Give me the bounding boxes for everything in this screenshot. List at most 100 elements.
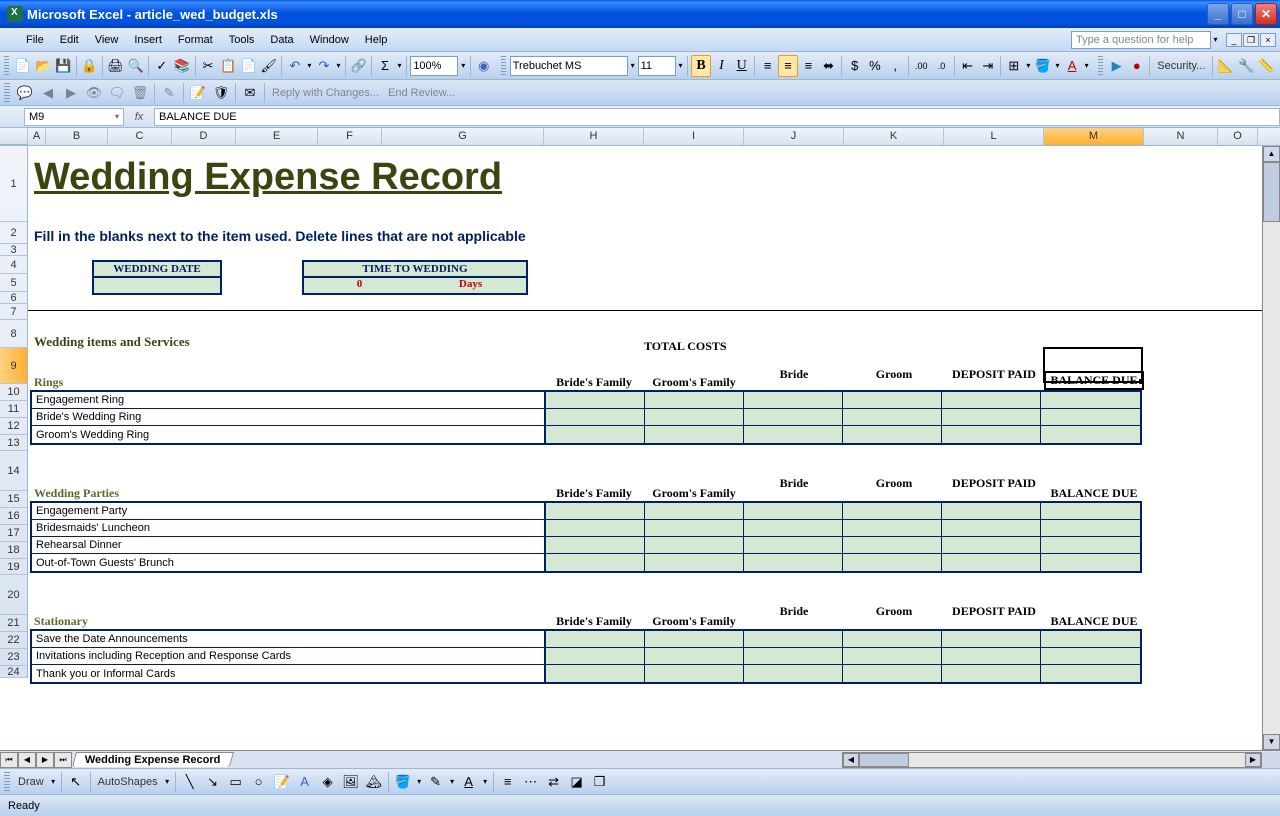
vscroll-thumb[interactable] xyxy=(1263,162,1280,222)
col-header-G[interactable]: G xyxy=(382,128,544,145)
fill-color-icon-2[interactable]: 🪣 xyxy=(392,771,414,793)
col-header-M[interactable]: M xyxy=(1044,128,1144,145)
font-combo[interactable] xyxy=(510,56,628,76)
protect-icon[interactable]: 🛡 xyxy=(210,82,232,104)
row-header-10[interactable]: 10 xyxy=(0,384,28,401)
inc-decimal-icon[interactable]: .00 xyxy=(912,55,931,77)
autoshapes-dropdown[interactable]: ▾ xyxy=(163,777,172,786)
comma-icon[interactable]: , xyxy=(886,55,905,77)
borders-icon[interactable]: ⊞ xyxy=(1004,55,1023,77)
shadow-icon[interactable]: ◪ xyxy=(566,771,588,793)
table-row[interactable]: Bridesmaids' Luncheon xyxy=(32,520,546,536)
row-header-12[interactable]: 12 xyxy=(0,418,28,435)
fill-dropdown[interactable]: ▾ xyxy=(1054,61,1062,70)
row-header-3[interactable]: 3 xyxy=(0,244,28,256)
comment-show-icon[interactable]: 👁 xyxy=(83,82,105,104)
col-header-J[interactable]: J xyxy=(744,128,844,145)
line-color-icon[interactable]: ✎ xyxy=(425,771,447,793)
redo-icon[interactable]: ↷ xyxy=(314,55,333,77)
col-header-F[interactable]: F xyxy=(318,128,382,145)
draw-dropdown[interactable]: ▾ xyxy=(49,777,58,786)
comment-next-icon[interactable]: ▶ xyxy=(60,82,82,104)
row-header-9[interactable]: 9 xyxy=(0,348,28,384)
dash-style-icon[interactable]: ⋯ xyxy=(520,771,542,793)
font-dropdown[interactable]: ▾ xyxy=(629,61,637,70)
tab-next-icon[interactable]: ▶ xyxy=(36,752,54,768)
cells-area[interactable]: Wedding Expense Record Fill in the blank… xyxy=(28,146,1280,678)
help-search-input[interactable] xyxy=(1071,31,1211,49)
diagram-icon[interactable]: ◈ xyxy=(317,771,339,793)
fx-button[interactable]: fx xyxy=(124,111,154,123)
table-row[interactable]: Save the Date Announcements xyxy=(32,631,546,647)
help-icon[interactable]: ◉ xyxy=(474,55,493,77)
arrow-icon[interactable]: ↘ xyxy=(202,771,224,793)
record-icon[interactable]: ● xyxy=(1127,55,1146,77)
autosum-icon[interactable]: Σ xyxy=(375,55,394,77)
minimize-button[interactable]: _ xyxy=(1207,3,1229,25)
row-header-15[interactable]: 15 xyxy=(0,491,28,508)
undo-icon[interactable]: ↶ xyxy=(285,55,304,77)
scroll-up-icon[interactable]: ▲ xyxy=(1263,146,1280,162)
comment-new-icon[interactable]: 💬 xyxy=(14,82,36,104)
row-header-5[interactable]: 5 xyxy=(0,274,28,292)
hyperlink-icon[interactable]: 🔗 xyxy=(349,55,368,77)
line-style-icon[interactable]: ≡ xyxy=(497,771,519,793)
track-icon[interactable]: 📝 xyxy=(187,82,209,104)
paste-icon[interactable]: 📄 xyxy=(239,55,258,77)
wordart-icon[interactable]: A xyxy=(294,771,316,793)
align-center-icon[interactable]: ≡ xyxy=(778,55,797,77)
permission-icon[interactable]: 🔒 xyxy=(80,55,99,77)
percent-icon[interactable]: % xyxy=(865,55,884,77)
spell-icon[interactable]: ✓ xyxy=(152,55,171,77)
font-color-icon[interactable]: A xyxy=(1062,55,1081,77)
row-header-24[interactable]: 24 xyxy=(0,666,28,678)
table-row[interactable]: Out-of-Town Guests' Brunch xyxy=(32,554,546,571)
currency-icon[interactable]: $ xyxy=(845,55,864,77)
design-icon[interactable]: 📏 xyxy=(1257,55,1276,77)
tab-last-icon[interactable]: ⏭ xyxy=(54,752,72,768)
toolbar-grip-2[interactable] xyxy=(501,56,506,76)
toolbar-grip[interactable] xyxy=(4,56,9,76)
row-header-11[interactable]: 11 xyxy=(0,401,28,418)
menu-help[interactable]: Help xyxy=(357,31,396,49)
help-dropdown[interactable]: ▾ xyxy=(1211,35,1220,44)
table-row[interactable]: Rehearsal Dinner xyxy=(32,537,546,553)
arrow-style-icon[interactable]: ⇄ xyxy=(543,771,565,793)
doc-close-button[interactable]: × xyxy=(1260,33,1276,47)
row-header-21[interactable]: 21 xyxy=(0,615,28,632)
scroll-left-icon[interactable]: ◀ xyxy=(843,753,859,767)
line-icon[interactable]: ╲ xyxy=(179,771,201,793)
mail-icon[interactable]: ✉ xyxy=(239,82,261,104)
align-right-icon[interactable]: ≡ xyxy=(799,55,818,77)
picture-icon[interactable]: 🏔 xyxy=(363,771,385,793)
doc-minimize-button[interactable]: _ xyxy=(1226,33,1242,47)
row-header-6[interactable]: 6 xyxy=(0,292,28,304)
save-icon[interactable]: 💾 xyxy=(54,55,73,77)
formula-input[interactable] xyxy=(154,108,1280,126)
print-icon[interactable]: 🖨 xyxy=(106,55,125,77)
bold-button[interactable]: B xyxy=(691,55,710,77)
col-header-B[interactable]: B xyxy=(46,128,108,145)
dec-decimal-icon[interactable]: .0 xyxy=(932,55,951,77)
play-icon[interactable]: ▶ xyxy=(1107,55,1126,77)
row-header-2[interactable]: 2 xyxy=(0,222,28,244)
tab-prev-icon[interactable]: ◀ xyxy=(18,752,36,768)
font-color-icon-2[interactable]: A xyxy=(458,771,480,793)
zoom-combo[interactable] xyxy=(410,56,458,76)
select-all-corner[interactable] xyxy=(0,128,28,145)
italic-button[interactable]: I xyxy=(712,55,731,77)
oval-icon[interactable]: ○ xyxy=(248,771,270,793)
align-left-icon[interactable]: ≡ xyxy=(758,55,777,77)
vertical-scrollbar[interactable]: ▲ ▼ xyxy=(1262,146,1280,750)
comment-hide-icon[interactable]: 🗨 xyxy=(106,82,128,104)
zoom-dropdown[interactable]: ▾ xyxy=(459,61,467,70)
3d-icon[interactable]: ❒ xyxy=(589,771,611,793)
clipart-icon[interactable]: 🖼 xyxy=(340,771,362,793)
row-header-22[interactable]: 22 xyxy=(0,632,28,649)
col-header-N[interactable]: N xyxy=(1144,128,1218,145)
row-header-13[interactable]: 13 xyxy=(0,435,28,451)
vb-icon[interactable]: 📐 xyxy=(1216,55,1235,77)
close-button[interactable]: ✕ xyxy=(1255,3,1277,25)
borders-dropdown[interactable]: ▾ xyxy=(1024,61,1032,70)
row-header-20[interactable]: 20 xyxy=(0,575,28,615)
